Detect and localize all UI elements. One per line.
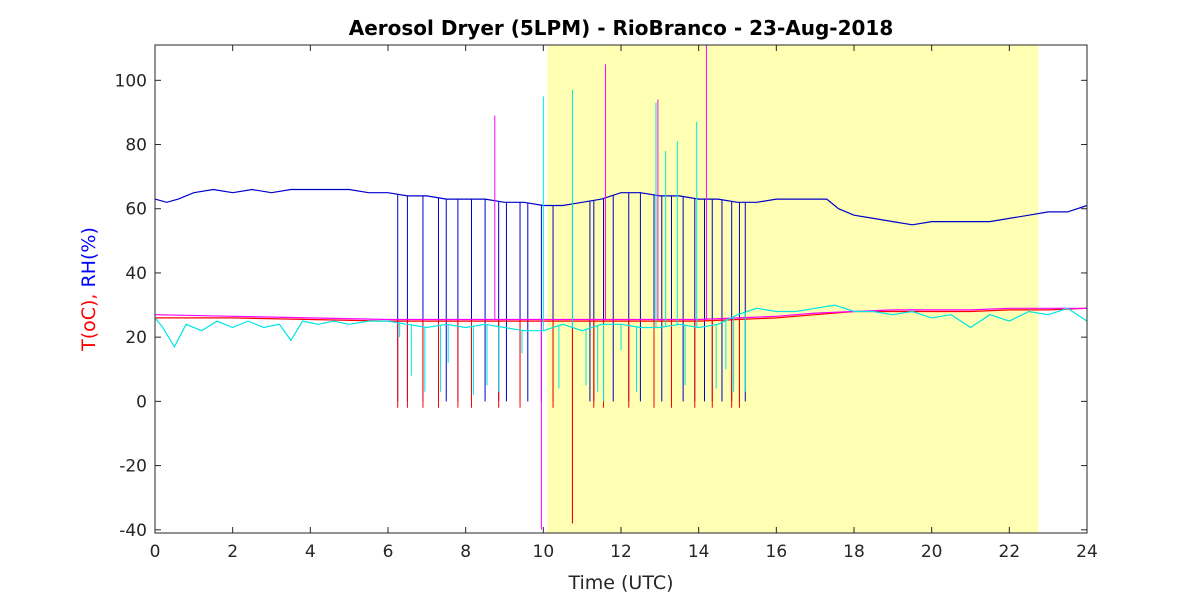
series-line-3 — [154, 304, 1088, 349]
x-axis-title: Time (UTC) — [567, 572, 673, 594]
y-tick-label: 100 — [115, 71, 147, 91]
x-tick-label: 18 — [843, 542, 865, 562]
y-tick-label: -40 — [119, 521, 147, 541]
y-axis-title-temperature: T(oC), — [78, 294, 100, 352]
x-tick-label: 16 — [766, 542, 788, 562]
y-tick-label: 60 — [125, 200, 147, 220]
chart-title: Aerosol Dryer (5LPM) - RioBranco - 23-Au… — [349, 16, 894, 40]
x-tick-label: 4 — [305, 542, 316, 562]
y-tick-label: -20 — [119, 457, 147, 477]
daytime-shading — [547, 45, 1039, 533]
x-axis: 0 2 4 6 8 10 12 14 16 18 20 22 24 — [150, 45, 1098, 562]
series-layer — [154, 45, 1088, 530]
x-tick-label: 20 — [921, 542, 943, 562]
y-axis-title: T(oC), RH(%) — [78, 227, 100, 352]
y-tick-label: 20 — [125, 328, 147, 348]
y-axis-title-humidity: RH(%) — [78, 227, 100, 293]
series-line-0 — [154, 188, 1088, 226]
x-tick-label: 8 — [460, 542, 471, 562]
x-tick-label: 10 — [533, 542, 555, 562]
x-tick-label: 24 — [1076, 542, 1098, 562]
x-tick-label: 2 — [227, 542, 238, 562]
x-tick-label: 0 — [150, 542, 161, 562]
x-tick-label: 6 — [383, 542, 394, 562]
x-tick-label: 12 — [610, 542, 632, 562]
y-tick-label: 40 — [125, 264, 147, 284]
y-tick-label: 0 — [136, 392, 147, 412]
y-tick-label: 80 — [125, 136, 147, 156]
y-axis: -40 -20 0 20 40 60 80 100 — [115, 71, 1087, 541]
daytime-shading-layer — [547, 45, 1039, 533]
x-tick-label: 22 — [999, 542, 1021, 562]
x-tick-label: 14 — [688, 542, 710, 562]
series-line-2 — [154, 307, 1087, 321]
